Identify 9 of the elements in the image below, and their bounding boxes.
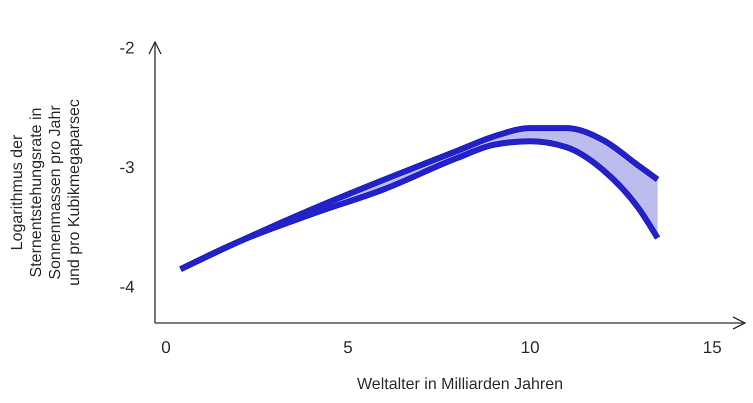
y-axis-title: Logarithmus der Sternentstehungsrate in Sonnenmassen pro Jahr und pro Kubikmegaparsec — [9, 99, 83, 286]
x-tick-label: 0 — [161, 338, 171, 357]
y-tick-label: -4 — [119, 278, 135, 297]
y-tick-label: -3 — [119, 158, 135, 178]
y-tick-label: -2 — [119, 38, 135, 58]
x-axis-title: Weltalter in Milliarden Jahren — [356, 376, 564, 393]
x-tick-label: 5 — [343, 338, 353, 357]
x-tick-label: 10 — [520, 338, 540, 357]
x-tick-label: 15 — [702, 338, 722, 357]
